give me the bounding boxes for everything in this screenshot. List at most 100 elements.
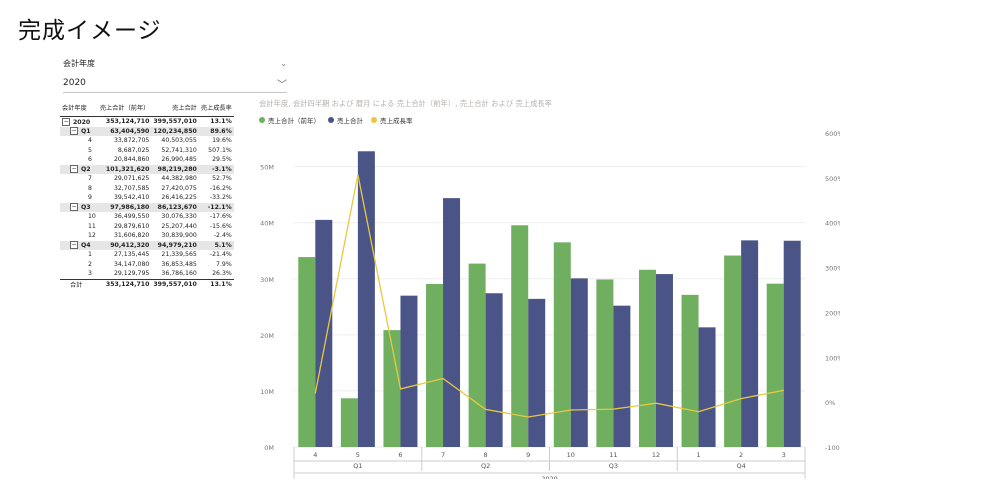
total-cell: 399,557,010 — [151, 278, 199, 289]
collapse-icon[interactable]: − — [70, 203, 78, 212]
table-row: − Q1 63,404,590 120,234,850 89.6% — [60, 126, 234, 136]
table-row: 6 20,844,860 26,990,485 29.5% — [60, 155, 234, 165]
growth-cell: -33.2% — [199, 193, 234, 203]
collapse-icon[interactable]: − — [70, 165, 78, 174]
x-quarter-label: Q3 — [609, 462, 618, 470]
prev-sales-cell: 20,844,860 — [98, 155, 152, 165]
legend-item[interactable]: 売上成長率 — [371, 115, 413, 125]
x-month-label: 8 — [484, 451, 488, 459]
x-month-label: 1 — [696, 451, 700, 459]
row-label: 11 — [60, 222, 98, 232]
table-row: 7 29,071,625 44,382,980 52.7% — [60, 174, 234, 184]
table-row: −2020 353,124,710 399,557,010 13.1% — [60, 117, 234, 127]
y-right-tick-label: 500% — [825, 175, 840, 183]
cell-text: 52.7% — [212, 175, 232, 183]
header-sales[interactable]: 売上合計 — [151, 101, 199, 117]
table-row: 9 39,542,410 26,416,225 -33.2% — [60, 193, 234, 203]
cell-text: 29,071,625 — [113, 175, 150, 183]
cell-text: 399,557,010 — [153, 118, 197, 126]
x-month-label: 7 — [441, 451, 445, 459]
collapse-icon[interactable]: − — [70, 127, 78, 136]
sales-cell: 30,076,330 — [151, 212, 198, 222]
x-month-label: 10 — [567, 451, 575, 459]
y-left-tick-label: 40M — [260, 220, 274, 228]
prev-sales-cell: 27,135,445 — [98, 250, 152, 260]
cell-text: 120,234,850 — [153, 127, 197, 135]
legend-item[interactable]: 売上合計 — [328, 115, 363, 125]
prev-sales-cell: 33,872,705 — [98, 136, 152, 146]
prev-sales-cell: 8,687,025 — [98, 146, 152, 156]
bar-sales — [741, 240, 759, 447]
cell-text: 30,839,900 — [161, 232, 197, 240]
fiscal-year-slicer[interactable]: 会計年度 ⌄ 2020 ﹀ — [63, 56, 287, 93]
y-right-tick-label: -100% — [825, 444, 840, 452]
cell-text: 4 — [88, 137, 92, 145]
cell-text: 9 — [88, 194, 92, 202]
cell-text: 8 — [88, 184, 92, 192]
y-right-tick-label: 200% — [825, 309, 840, 317]
cell-text: 29,879,610 — [113, 222, 150, 230]
bar-prev-sales — [681, 294, 699, 447]
row-label: −2020 — [60, 117, 98, 127]
sales-cell: 98,219,280 — [151, 164, 199, 174]
sales-cell: 399,557,010 — [151, 117, 198, 127]
prev-sales-cell: 90,412,320 — [97, 240, 152, 250]
bar-sales — [400, 295, 418, 447]
prev-sales-cell: 31,606,820 — [98, 231, 152, 241]
prev-sales-cell: 34,147,080 — [98, 260, 152, 270]
growth-cell: 26.3% — [199, 269, 234, 279]
cell-text: 101,321,620 — [105, 165, 150, 173]
prev-sales-cell: 29,071,625 — [98, 174, 152, 184]
cell-text: 29.5% — [212, 156, 232, 164]
cell-text: -12.1% — [207, 203, 232, 211]
collapse-icon[interactable]: − — [70, 241, 78, 250]
y-right-tick-label: 600% — [825, 130, 840, 138]
x-year-label: 2020 — [541, 475, 558, 479]
row-label: − Q4 — [60, 240, 98, 250]
sales-cell: 26,990,485 — [151, 155, 198, 165]
sales-cell: 94,979,210 — [151, 240, 199, 250]
prev-sales-cell: 32,707,585 — [98, 184, 152, 194]
cell-text: 63,404,590 — [110, 127, 150, 135]
slicer-dropdown[interactable]: 2020 ﹀ — [63, 74, 287, 93]
cell-text: -16.2% — [209, 184, 232, 192]
sales-cell: 36,853,485 — [151, 260, 198, 270]
row-label: 8 — [60, 184, 98, 194]
cell-text: 27,420,075 — [161, 184, 197, 192]
x-month-label: 4 — [313, 451, 317, 459]
x-quarter-label: Q4 — [736, 462, 745, 470]
table-row: 10 36,499,550 30,076,330 -17.6% — [60, 212, 234, 222]
chevron-down-icon[interactable]: ﹀ — [277, 79, 287, 91]
header-prev-sales[interactable]: 売上合計（前年） — [97, 101, 152, 117]
cell-text: -17.6% — [209, 213, 232, 221]
legend-label: 売上合計 — [337, 117, 363, 125]
header-growth[interactable]: 売上成長率 — [198, 101, 234, 117]
cell-text: 39,542,410 — [113, 194, 150, 202]
table-row: 5 8,687,025 52,741,310 507.1% — [60, 146, 234, 156]
y-left-tick-label: 50M — [260, 164, 274, 172]
header-fiscal-year[interactable]: 会計年度 — [60, 101, 98, 117]
y-left-tick-label: 0M — [264, 444, 274, 452]
cell-text: 5.1% — [214, 241, 232, 249]
cell-text: Q3 — [81, 204, 91, 212]
x-month-label: 2 — [739, 451, 743, 459]
row-label: 12 — [60, 231, 98, 241]
cell-text: 25,207,440 — [161, 222, 197, 230]
cell-text: 90,412,320 — [110, 241, 150, 249]
sales-cell: 52,741,310 — [151, 146, 198, 156]
sales-cell: 30,839,900 — [151, 231, 198, 241]
cell-text: -15.6% — [209, 222, 232, 230]
prev-sales-cell: 63,404,590 — [97, 126, 152, 136]
collapse-chevron-icon[interactable]: ⌄ — [280, 58, 287, 68]
bar-prev-sales — [724, 255, 742, 447]
cell-text: 29,129,795 — [113, 270, 150, 278]
growth-cell: 29.5% — [199, 155, 234, 165]
page-title: 完成イメージ — [18, 18, 162, 44]
growth-cell: 7.9% — [199, 260, 234, 270]
collapse-icon[interactable]: − — [62, 117, 70, 126]
cell-text: 5 — [88, 146, 92, 154]
legend-item[interactable]: 売上合計（前年） — [259, 115, 320, 125]
growth-cell: 5.1% — [198, 240, 234, 250]
bar-sales — [528, 298, 546, 447]
legend-marker — [371, 117, 377, 123]
